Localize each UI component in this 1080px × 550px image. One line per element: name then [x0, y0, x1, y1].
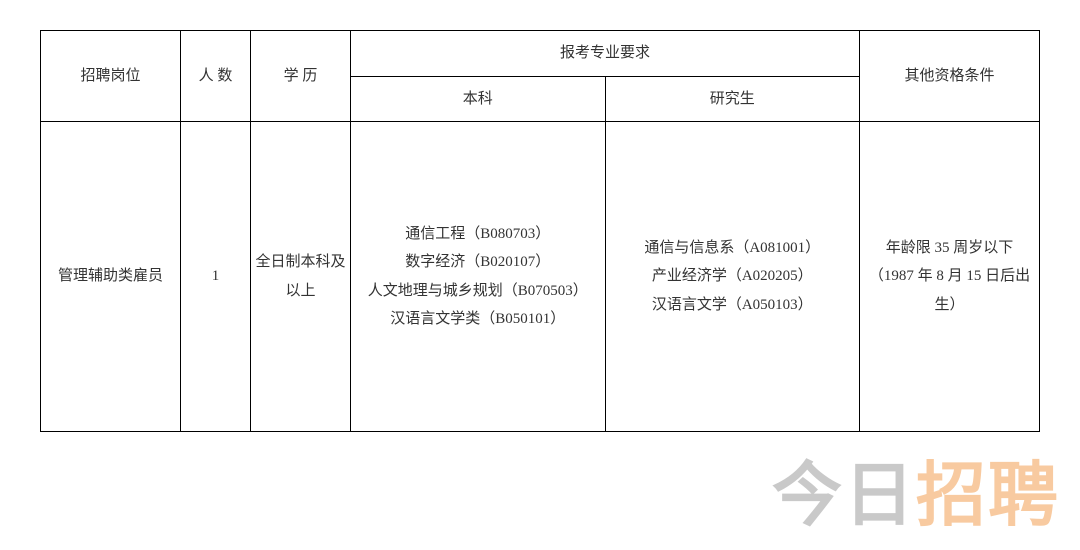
cell-education: 全日制本科及以上	[251, 122, 351, 432]
table-header-row: 招聘岗位 人 数 学 历 报考专业要求 其他资格条件	[41, 31, 1040, 77]
cell-count: 1	[181, 122, 251, 432]
header-other: 其他资格条件	[860, 31, 1040, 122]
cell-other: 年龄限 35 周岁以下（1987 年 8 月 15 日后出生）	[860, 122, 1040, 432]
cell-undergrad: 通信工程（B080703） 数字经济（B020107） 人文地理与城乡规划（B0…	[351, 122, 606, 432]
recruitment-table: 招聘岗位 人 数 学 历 报考专业要求 其他资格条件 本科 研究生 管理辅助类雇…	[40, 30, 1040, 432]
cell-grad: 通信与信息系（A081001） 产业经济学（A020205） 汉语言文学（A05…	[605, 122, 860, 432]
header-major-requirement: 报考专业要求	[351, 31, 860, 77]
cell-position: 管理辅助类雇员	[41, 122, 181, 432]
header-grad: 研究生	[605, 76, 860, 122]
header-undergrad: 本科	[351, 76, 606, 122]
header-count: 人 数	[181, 31, 251, 122]
table-row: 管理辅助类雇员 1 全日制本科及以上 通信工程（B080703） 数字经济（B0…	[41, 122, 1040, 432]
watermark-part2: 招聘	[916, 456, 1060, 534]
watermark-part1: 今日	[772, 456, 916, 534]
header-position: 招聘岗位	[41, 31, 181, 122]
watermark: 今日招聘	[772, 439, 1060, 540]
header-education: 学 历	[251, 31, 351, 122]
